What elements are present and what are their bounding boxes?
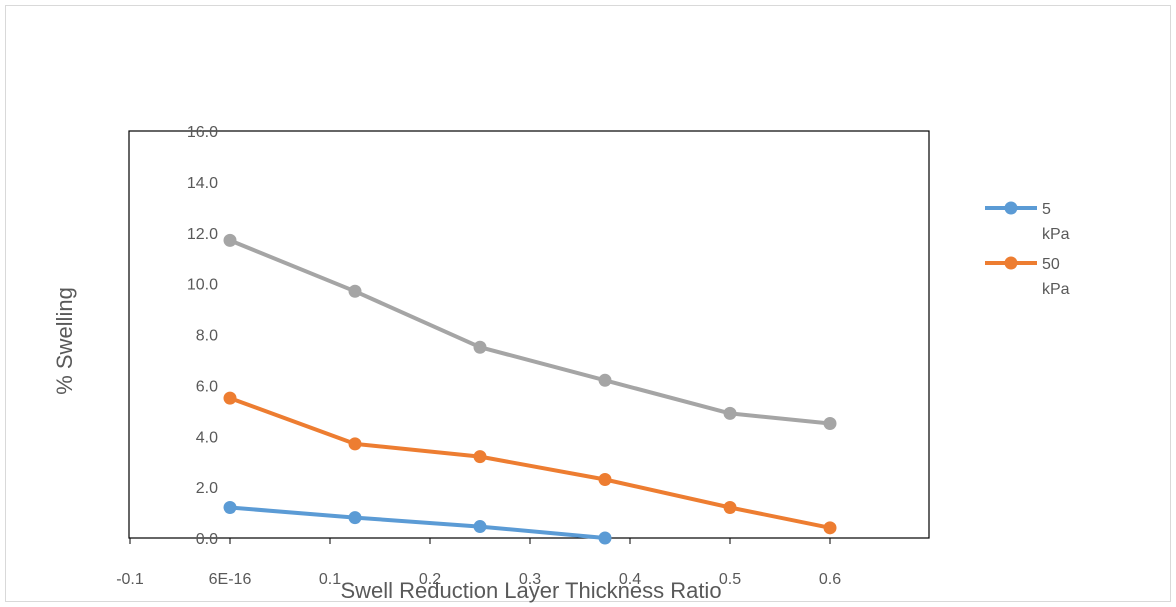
y-tick-label: 10.0 xyxy=(187,277,218,294)
y-tick-label: 2.0 xyxy=(196,480,218,497)
data-point-series-3 xyxy=(823,417,837,431)
data-point-series-1 xyxy=(348,511,362,525)
series-line-1 xyxy=(228,505,607,540)
y-axis-title: % Swelling xyxy=(52,287,77,395)
x-tick-label: 0.2 xyxy=(419,571,441,588)
legend-label: kPa xyxy=(1042,281,1070,298)
y-tick-label: 0.0 xyxy=(196,531,218,548)
plot-area-border xyxy=(128,130,930,539)
data-point-series-1 xyxy=(223,500,237,514)
series-line-2 xyxy=(228,396,832,530)
data-point-series-1 xyxy=(598,531,612,545)
data-point-series-2 xyxy=(823,521,837,535)
x-tick-label: -0.1 xyxy=(116,571,144,588)
x-tick-label: 0.4 xyxy=(619,571,641,588)
data-point-series-2 xyxy=(723,500,737,514)
data-point-series-3 xyxy=(473,340,487,354)
data-point-series-1 xyxy=(473,520,487,534)
data-point-series-3 xyxy=(723,406,737,420)
y-tick-label: 4.0 xyxy=(196,429,218,446)
y-tick-label: 14.0 xyxy=(187,175,218,192)
data-point-series-3 xyxy=(598,373,612,387)
data-point-series-2 xyxy=(598,472,612,486)
data-point-series-3 xyxy=(223,233,237,247)
y-tick-label: 8.0 xyxy=(196,328,218,345)
x-tick-label: 6E-16 xyxy=(209,571,252,588)
data-point-series-2 xyxy=(223,391,237,405)
x-tick-label: 0.5 xyxy=(719,571,741,588)
x-axis-title: Swell Reduction Layer Thickness Ratio xyxy=(340,578,721,603)
data-point-series-3 xyxy=(348,284,362,298)
chart-area xyxy=(5,5,1171,602)
data-point-series-2 xyxy=(473,450,487,464)
x-tick-label: 0.1 xyxy=(319,571,341,588)
legend-label: kPa xyxy=(1042,226,1070,243)
legend: 5 kPa 50 kPa xyxy=(985,201,1070,298)
y-tick-label: 12.0 xyxy=(187,226,218,243)
legend-swatch-marker xyxy=(1004,201,1018,215)
series-line-3 xyxy=(228,238,832,426)
legend-label: 5 xyxy=(1042,201,1051,218)
legend-label: 50 xyxy=(1042,256,1060,273)
x-tick-label: 0.6 xyxy=(819,571,841,588)
data-point-series-2 xyxy=(348,437,362,451)
x-tick-label: 0.3 xyxy=(519,571,541,588)
y-tick-label: 16.0 xyxy=(187,124,218,141)
legend-swatch-marker xyxy=(1004,256,1018,270)
y-tick-label: 6.0 xyxy=(196,378,218,395)
